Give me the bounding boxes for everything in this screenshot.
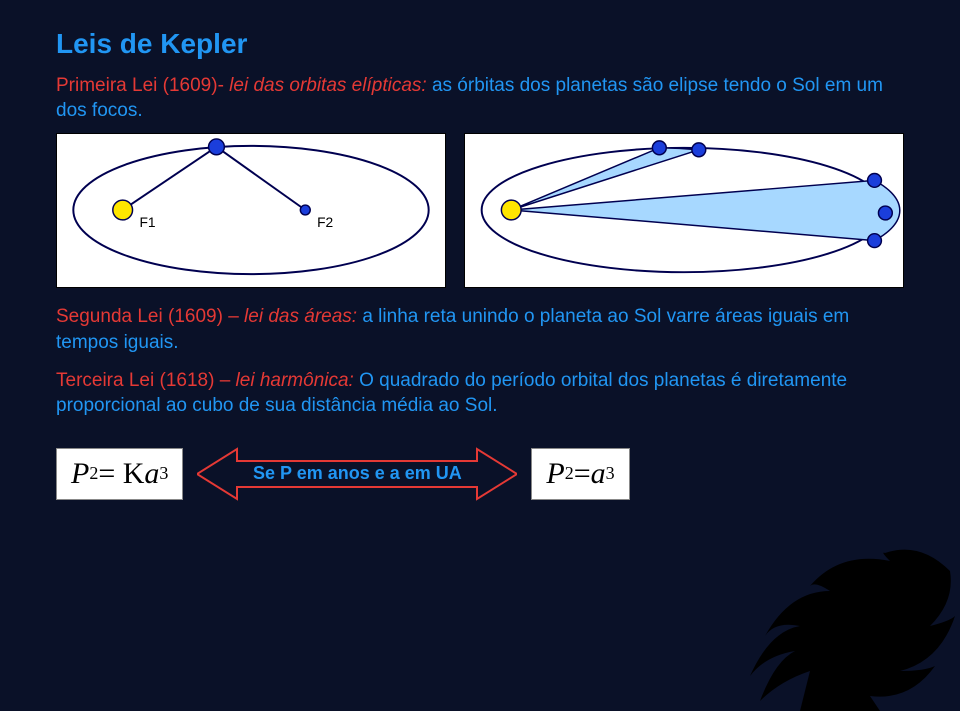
formula2-P-exp: 2: [565, 463, 574, 484]
f2-label: F2: [317, 214, 333, 230]
law3-lead: Terceira Lei (1618) –: [56, 370, 236, 391]
slide: Leis de Kepler Primeira Lei (1609)- lei …: [0, 0, 960, 711]
bottom-row: P2 = Ka3 Se P em anos e a em UA P2 = a3: [56, 439, 912, 509]
law1-lead: Primeira Lei (1609)-: [56, 75, 229, 96]
formula-a: a: [144, 457, 159, 491]
law1-paragraph: Primeira Lei (1609)- lei das orbitas elí…: [56, 74, 912, 123]
double-arrow: Se P em anos e a em UA: [197, 439, 517, 509]
law2-paragraph: Segunda Lei (1609) – lei das áreas: a li…: [56, 304, 912, 355]
law1-lead-italic: lei das orbitas elípticas:: [229, 75, 427, 96]
formula-a-exp: 3: [159, 463, 168, 484]
law3-paragraph: Terceira Lei (1618) – lei harmônica: O q…: [56, 368, 912, 419]
arrow-text: Se P em anos e a em UA: [253, 463, 462, 484]
formula2-a: a: [591, 457, 606, 491]
formula-eq: = K: [98, 457, 144, 491]
law3-lead-italic: lei harmônica:: [236, 370, 354, 391]
tree-silhouette-icon: [740, 531, 960, 711]
equal-areas-diagram: [464, 133, 904, 288]
formula2-a-exp: 3: [606, 463, 615, 484]
formula2-eq: =: [574, 457, 591, 491]
law2-lead: Segunda Lei (1609) –: [56, 306, 244, 327]
formula-P: P: [71, 457, 89, 491]
slide-title: Leis de Kepler: [56, 28, 912, 60]
formula2-P: P: [546, 457, 564, 491]
law2-lead-italic: lei das áreas:: [244, 306, 357, 327]
formula-left: P2 = Ka3: [56, 448, 183, 500]
formula-right: P2 = a3: [531, 448, 629, 500]
f1-label: F1: [139, 214, 155, 230]
ellipse-foci-diagram: F1 F2: [56, 133, 446, 288]
diagram-row: F1 F2: [56, 133, 912, 288]
formula-P-exp: 2: [89, 463, 98, 484]
